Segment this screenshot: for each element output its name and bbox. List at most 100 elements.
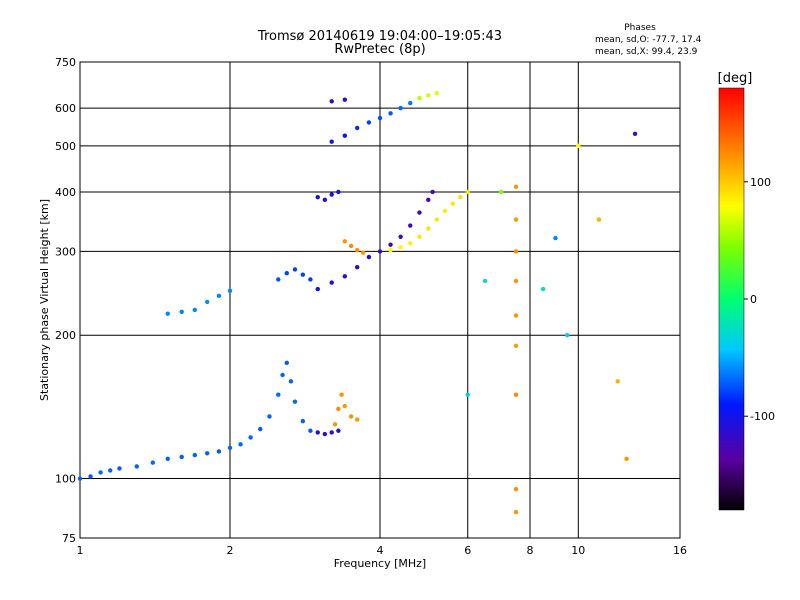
echo-point [513,392,519,397]
echo-point [339,392,344,397]
echo-point [342,403,348,409]
echo-point [134,464,139,469]
echo-point [513,486,519,492]
echo-point [329,430,334,435]
y-tick-label: 75 [62,532,76,545]
echo-point [348,414,354,419]
echo-point [513,278,519,284]
x-tick-label: 10 [571,544,585,557]
echo-point [165,311,170,316]
echo-point [315,286,320,292]
echo-point [442,208,448,214]
echo-point [540,286,546,292]
echo-point [513,343,519,349]
echo-point [329,280,334,285]
colorbar-label: [deg] [718,71,753,86]
echo-point [98,470,103,475]
echo-point [513,184,519,190]
echo-point [336,428,341,433]
echo-point [150,460,156,465]
echo-point [398,234,403,239]
echo-point [315,430,320,435]
echo-point [322,197,328,203]
echo-point [216,449,222,454]
echo-point [426,93,431,98]
echo-point [465,189,470,195]
y-axis-ticks: 75 100 200 300 400 500 600 750 [55,56,76,545]
x-tick-label: 6 [464,544,471,557]
colorbar-tick-label: 0 [750,293,757,306]
echo-point [288,379,294,384]
stats-title: Phases [624,23,656,33]
echo-point [108,468,113,473]
echo-point [117,466,122,471]
echo-point [354,417,360,422]
echo-points [77,90,638,515]
echo-point [179,454,184,460]
echo-point [322,431,328,437]
echo-point [632,131,638,136]
echo-point [450,201,456,206]
echo-point [360,250,366,256]
echo-point [192,307,198,313]
colorbar-tick-label: -100 [750,410,775,423]
echo-point [498,189,504,195]
echo-point [354,264,360,270]
echo-point [388,242,393,247]
echo-point [88,474,93,479]
echo-point [596,217,602,222]
echo-point [366,254,372,260]
echo-point [408,100,413,106]
echo-point [354,125,360,131]
echo-point [377,115,383,121]
stats-o-line: mean, sd,O: -77.7, 17.4 [595,35,702,45]
x-axis-ticks: 1 2 4 6 8 10 16 [77,544,688,557]
echo-point [280,372,285,378]
echo-point [77,476,83,481]
echo-point [227,288,233,293]
echo-point [553,235,558,241]
echo-point [377,249,383,254]
x-tick-label: 1 [77,544,84,557]
echo-point [576,143,581,149]
echo-point [342,239,348,244]
echo-point [342,274,348,279]
echo-point [417,95,422,101]
x-tick-label: 4 [377,544,384,557]
echo-point [284,360,289,366]
echo-point [276,392,281,397]
echo-point [300,418,306,424]
echo-point [292,399,298,404]
echo-point [329,99,334,104]
echo-point [434,90,439,96]
echo-point [248,435,253,440]
echo-point [465,392,470,397]
echo-point [434,217,439,222]
colorbar [718,87,745,511]
echo-point [398,245,403,250]
echo-point [300,272,306,277]
y-tick-label: 750 [55,56,76,69]
x-tick-label: 8 [527,544,534,557]
grid-lines [80,62,680,538]
echo-point [238,442,243,447]
echo-point [179,309,184,315]
echo-point [426,197,431,203]
echo-point [267,414,272,419]
echo-point [308,277,313,282]
echo-point [216,293,222,299]
stats-x-line: mean, sd,X: 99.4, 23.9 [595,47,698,57]
echo-point [482,278,488,284]
y-tick-label: 500 [55,140,76,153]
x-tick-label: 16 [673,544,687,557]
echo-point [332,422,338,427]
echo-point [417,210,422,215]
echo-point [408,223,413,228]
echo-point [276,277,281,282]
echo-point [624,456,629,462]
echo-point [284,271,289,276]
echo-point [292,267,298,272]
echo-point [513,509,519,515]
echo-point [165,456,170,462]
